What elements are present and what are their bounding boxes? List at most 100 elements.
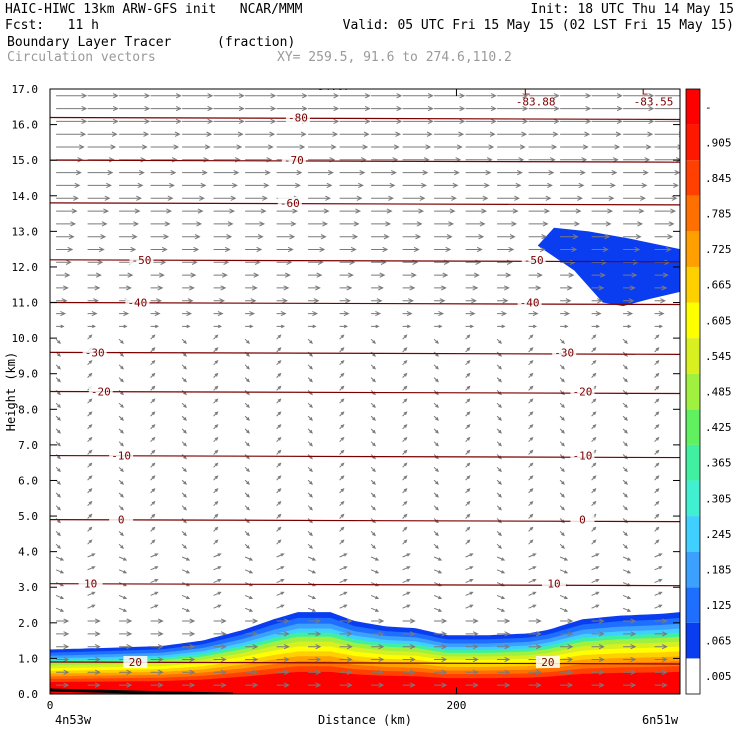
vector-arrow	[244, 441, 250, 447]
vector-arrow	[465, 272, 480, 278]
vector-arrow	[623, 246, 641, 253]
vector-arrow	[276, 566, 285, 571]
vector-arrow	[465, 436, 471, 443]
vector-arrow	[150, 462, 156, 468]
vector-arrow	[56, 259, 72, 265]
y-tick-label: 16.0	[12, 119, 39, 132]
colorbar-swatch	[686, 444, 700, 481]
vector-arrow	[370, 402, 376, 408]
vector-arrow	[654, 604, 663, 609]
vector-arrow	[87, 449, 93, 455]
vector-arrow	[213, 285, 227, 291]
vector-arrow	[371, 644, 385, 650]
vector-arrow	[244, 607, 254, 612]
vector-arrow	[244, 402, 250, 408]
colorbar-swatch	[686, 195, 700, 232]
vector-arrow	[591, 93, 623, 99]
vector-arrow	[402, 182, 427, 189]
vector-arrow	[371, 682, 385, 688]
vector-arrow	[307, 441, 313, 447]
vector-arrow	[308, 195, 331, 201]
vector-arrow	[276, 170, 303, 176]
vector-arrow	[118, 428, 124, 434]
vector-arrow	[118, 569, 128, 574]
vector-arrow	[150, 372, 156, 378]
contour-label: -10	[573, 450, 593, 463]
vector-arrow	[150, 347, 156, 353]
vector-arrow	[622, 492, 628, 498]
vector-arrow	[496, 428, 502, 434]
vector-arrow	[497, 272, 512, 278]
vector-arrow	[339, 539, 345, 545]
contour-label-bg	[129, 253, 154, 266]
vector-arrow	[307, 505, 313, 511]
vector-arrow	[591, 566, 600, 571]
vector-arrow	[434, 631, 448, 637]
vector-arrow	[654, 631, 668, 637]
vector-arrow	[213, 644, 227, 650]
vector-arrow	[559, 466, 565, 473]
vector-arrow	[181, 441, 187, 447]
vector-arrow	[591, 644, 605, 650]
vector-arrow	[276, 285, 290, 291]
vector-arrow	[119, 144, 148, 150]
vector-arrow	[119, 182, 144, 189]
vector-arrow	[591, 272, 606, 278]
vector-arrow	[276, 513, 282, 519]
vector-arrow	[118, 466, 124, 473]
contour-label: 10	[84, 578, 97, 591]
y-tick-label: 1.0	[18, 652, 38, 665]
vector-arrow	[308, 644, 322, 650]
vector-arrow	[371, 131, 402, 137]
contour-label-bg	[82, 346, 107, 359]
vector-arrow	[497, 234, 516, 240]
vector-arrow	[654, 347, 660, 353]
temperature-contour	[50, 301, 680, 306]
contour-label-bg	[521, 253, 546, 266]
vector-arrow	[339, 272, 354, 278]
colorbar-swatch	[686, 302, 700, 339]
vector-arrow	[213, 604, 222, 609]
vector-arrow	[622, 569, 632, 574]
vector-arrow	[402, 105, 434, 112]
vector-arrow	[182, 656, 196, 663]
vector-arrow	[87, 334, 93, 340]
vector-arrow	[591, 144, 621, 150]
contour-label-bg	[125, 296, 150, 309]
vector-arrow	[119, 105, 151, 112]
vector-arrow	[181, 466, 187, 473]
vector-arrow	[276, 385, 282, 391]
vector-arrow	[371, 234, 390, 240]
vector-arrow	[182, 310, 193, 317]
vector-arrow	[434, 195, 457, 201]
vector-arrow	[244, 466, 250, 473]
vector-arrow	[339, 656, 353, 663]
colorbar-swatch	[686, 373, 700, 410]
plot-area: 20 20 10 10 0 0 -10 -10 -20 -20 -30 -30 -40 -40 -50 -50…	[50, 89, 680, 694]
vector-arrow	[528, 372, 534, 378]
vector-arrow	[434, 669, 448, 675]
vector-arrow	[87, 144, 117, 150]
vector-arrow	[591, 131, 622, 137]
vector-arrow	[528, 347, 534, 353]
vector-arrow	[118, 543, 124, 550]
vector-arrow	[308, 131, 339, 137]
vector-arrow	[465, 539, 471, 545]
vector-arrow	[181, 377, 187, 383]
contour-label: -20	[91, 386, 111, 399]
contour-label-bg	[78, 577, 103, 590]
vector-arrow	[433, 543, 439, 550]
vector-arrow	[276, 475, 282, 481]
colorbar-label: .425	[705, 421, 732, 434]
vector-arrow	[150, 385, 156, 391]
vector-arrow	[339, 310, 350, 317]
vector-arrow	[182, 157, 210, 163]
vector-arrow	[434, 246, 452, 253]
vector-arrow	[308, 298, 320, 304]
colorbar-label: -	[705, 101, 712, 114]
vector-arrow	[465, 298, 477, 304]
vector-arrow	[307, 543, 313, 550]
colorbar-swatch	[686, 338, 700, 374]
vector-arrow	[339, 195, 363, 201]
vector-arrow	[622, 428, 628, 434]
